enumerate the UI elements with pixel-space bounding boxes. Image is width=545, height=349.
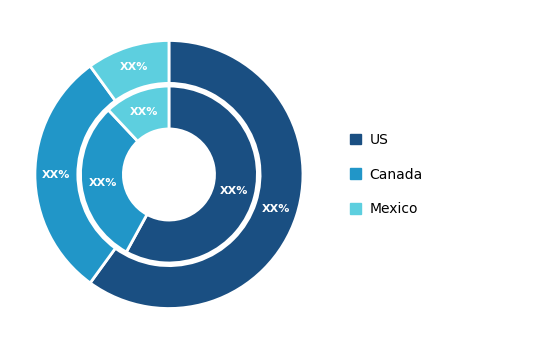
Text: XX%: XX% (88, 178, 117, 188)
Wedge shape (126, 86, 257, 263)
Text: XX%: XX% (130, 107, 159, 117)
Wedge shape (81, 110, 147, 252)
Wedge shape (90, 40, 169, 101)
Text: XX%: XX% (42, 170, 70, 179)
Text: XX%: XX% (120, 62, 148, 73)
Text: XX%: XX% (220, 186, 248, 196)
Wedge shape (35, 66, 116, 283)
Wedge shape (90, 40, 303, 309)
Legend: US, Canada, Mexico: US, Canada, Mexico (350, 133, 423, 216)
Wedge shape (108, 86, 169, 141)
Text: XX%: XX% (262, 204, 290, 214)
